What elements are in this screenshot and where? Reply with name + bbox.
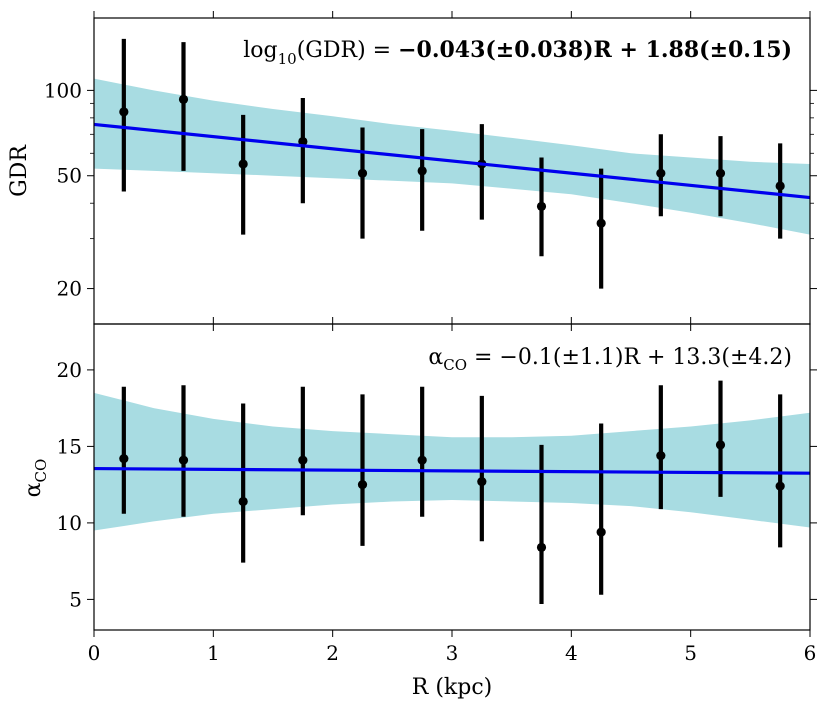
bottom-fit-annotation: αCO = −0.1(±1.1)R + 13.3(±4.2) (428, 345, 792, 374)
data-point (238, 496, 248, 507)
bottom-y-tick-labels: 5 10 15 20 (57, 358, 82, 612)
y-tick-label: 100 (44, 78, 82, 102)
bottom-plot-frame (93, 323, 811, 631)
x-tick-label: 6 (804, 641, 817, 665)
data-point (715, 168, 726, 178)
data-point (536, 542, 547, 552)
y-tick-label: 15 (57, 434, 82, 458)
data-point (775, 481, 785, 491)
y-tick-label: 5 (69, 587, 82, 611)
y-tick-label: 20 (57, 277, 82, 301)
x-tick-label: 1 (207, 641, 220, 665)
x-tick-labels: 0 1 2 3 4 5 6 (88, 641, 817, 665)
data-point (178, 455, 189, 465)
bottom-error-bars (121, 380, 783, 604)
data-point (238, 159, 248, 169)
bottom-y-axis-label: αCO (21, 459, 50, 498)
x-tick-label: 2 (326, 641, 339, 665)
x-tick-label: 5 (684, 641, 697, 665)
bottom-fit-line (93, 466, 811, 475)
data-point (596, 218, 606, 228)
data-point (596, 527, 606, 537)
top-error-bars (121, 38, 783, 289)
data-point (715, 440, 726, 450)
y-tick-label: 50 (57, 164, 82, 188)
bottom-data-points (119, 440, 785, 552)
bottom-confidence-band (94, 392, 810, 531)
data-point (298, 455, 308, 465)
bottom-axis-ticks (87, 317, 817, 637)
top-data-points (119, 94, 785, 228)
data-point (417, 166, 427, 176)
x-tick-label: 0 (88, 641, 101, 665)
top-y-tick-labels: 20 50 100 (44, 78, 82, 300)
data-point (775, 181, 785, 191)
data-point (536, 201, 547, 211)
data-point (656, 168, 666, 178)
top-panel: 20 50 100 GDR log10(GDR) = −0.043(±0.038)R… (7, 11, 817, 331)
data-point (298, 136, 308, 147)
x-axis-label: R (kpc) (412, 675, 492, 700)
data-point (119, 454, 129, 464)
data-point (417, 455, 427, 465)
data-point (178, 94, 189, 104)
top-fit-line (93, 122, 811, 200)
data-point (357, 480, 368, 490)
top-fit-annotation: log10(GDR) = −0.043(±0.038)R + 1.88(±0.1… (243, 37, 792, 68)
top-confidence-band (94, 78, 810, 235)
x-tick-label: 3 (446, 641, 459, 665)
bottom-panel: 5 10 15 20 0 1 2 3 4 5 6 αCO R (kpc) αCO = −0.1(±… (21, 317, 817, 700)
y-tick-label: 20 (57, 358, 82, 382)
data-point (119, 107, 129, 117)
y-tick-label: 10 (57, 511, 82, 535)
data-point (656, 450, 666, 461)
top-axis-ticks (87, 11, 817, 331)
data-point (477, 476, 487, 487)
top-y-axis-label: GDR (7, 144, 32, 197)
data-point (357, 168, 368, 178)
x-tick-label: 4 (565, 641, 578, 665)
